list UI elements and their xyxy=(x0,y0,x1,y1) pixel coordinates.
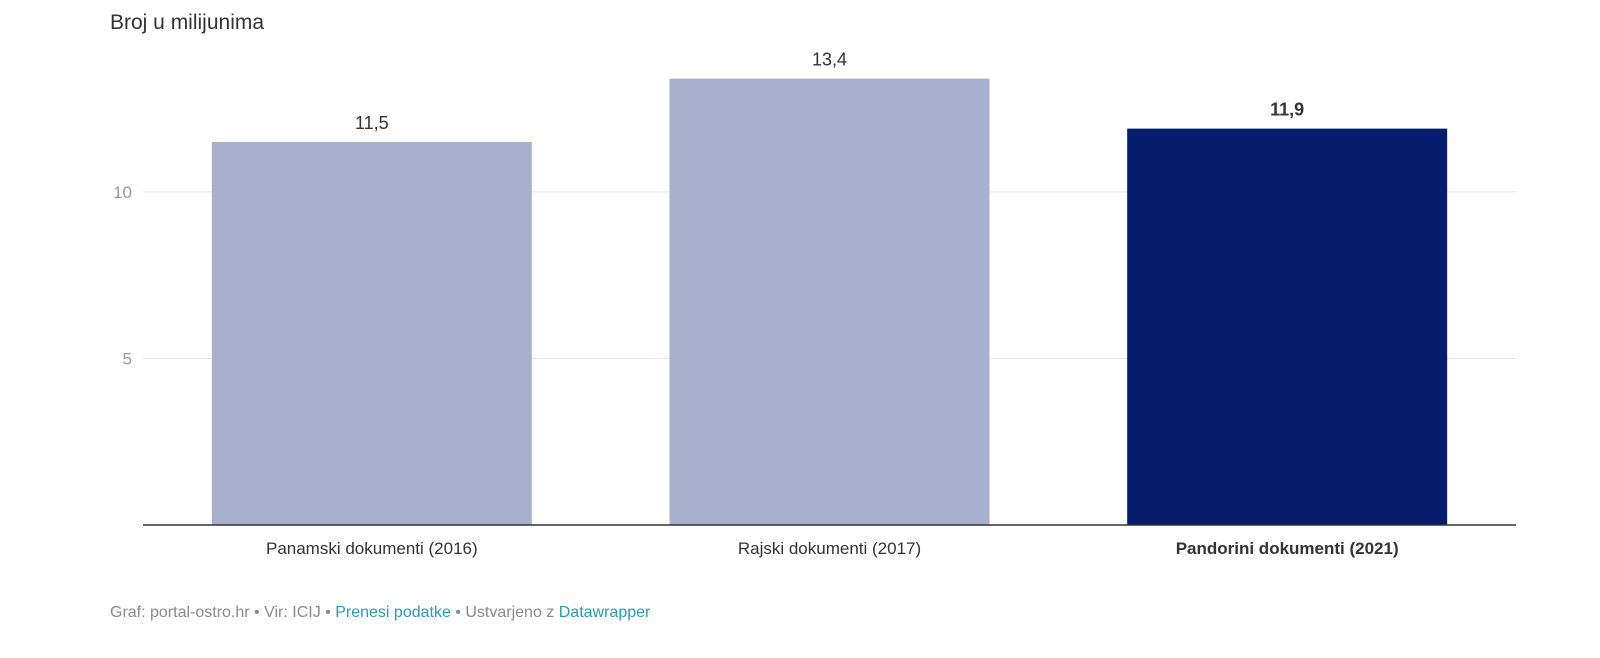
y-axis-title: Broj u milijunima xyxy=(110,11,264,34)
datawrapper-link[interactable]: Datawrapper xyxy=(558,604,651,621)
y-tick-label: 10 xyxy=(113,183,132,202)
chart-footer: Graf: portal-ostro.hr • Vir: ICIJ • Pren… xyxy=(110,604,650,622)
bar-chart: Broj u milijunima 5 10 11,5 13,4 11,9 Panam… xyxy=(110,11,1516,558)
separator: • xyxy=(450,604,466,621)
credit-text: Graf: portal-ostro.hr xyxy=(110,604,250,621)
separator: • xyxy=(249,604,265,621)
x-tick-label: Pandorini dokumenti (2021) xyxy=(1176,539,1399,558)
bar xyxy=(211,141,532,525)
value-label: 11,5 xyxy=(355,113,389,133)
y-tick-labels: 5 10 xyxy=(113,183,132,369)
bars xyxy=(211,78,1448,525)
bar xyxy=(1127,128,1448,525)
created-with-text: Ustvarjeno z xyxy=(465,604,559,621)
x-tick-labels: Panamski dokumenti (2016) Rajski dokument… xyxy=(266,539,1399,558)
download-data-link[interactable]: Prenesi podatke xyxy=(335,604,451,621)
source-text: Vir: ICIJ xyxy=(264,604,321,621)
x-tick-label: Panamski dokumenti (2016) xyxy=(266,539,478,558)
value-label: 13,4 xyxy=(812,50,847,70)
value-labels: 11,5 13,4 11,9 xyxy=(355,50,1304,133)
separator: • xyxy=(320,604,336,621)
value-label: 11,9 xyxy=(1270,100,1304,120)
y-tick-label: 5 xyxy=(123,349,132,368)
bar xyxy=(669,78,990,525)
x-tick-label: Rajski dokumenti (2017) xyxy=(738,539,921,558)
